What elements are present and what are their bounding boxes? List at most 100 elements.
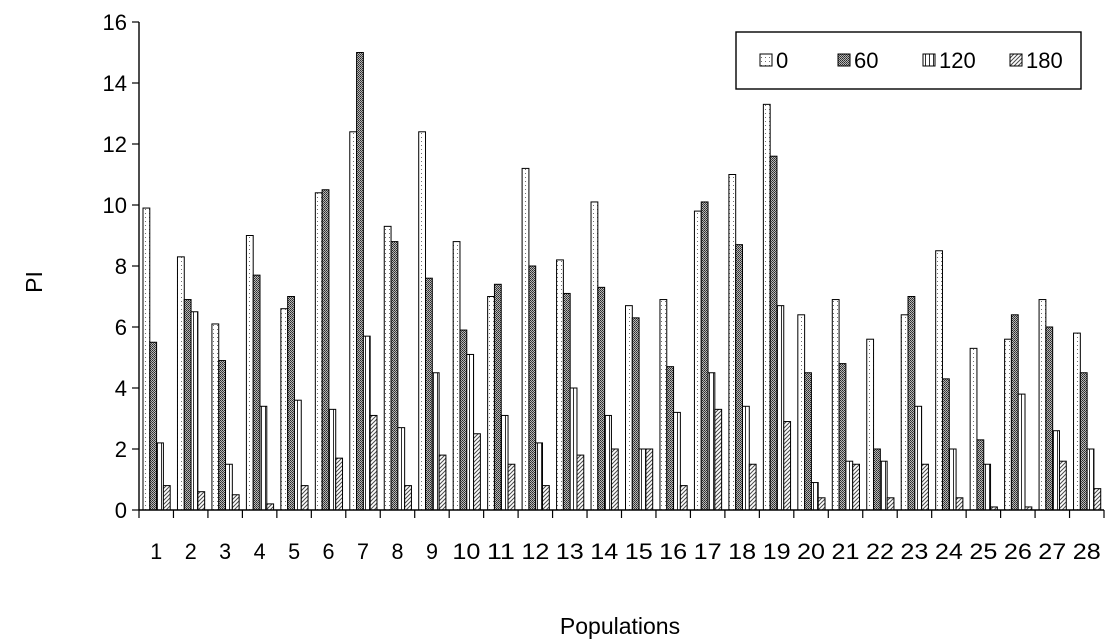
bar-series-0-population-14 (590, 201, 599, 511)
bar-series-60-population-2 (183, 299, 192, 511)
bar-series-0-population-3 (211, 323, 220, 511)
legend-label-60: 60 (854, 48, 878, 73)
bar-series-180-population-4 (266, 503, 275, 511)
bar-series-120-population-2 (190, 311, 199, 511)
x-tick-label: 23 (900, 539, 928, 564)
bar-series-0-population-4 (245, 235, 254, 511)
bar-series-120-population-8 (397, 427, 406, 511)
bar-series-60-population-26 (1010, 314, 1019, 511)
x-tick-label: 15 (625, 539, 653, 564)
y-tick-label: 6 (115, 315, 127, 340)
bar-series-0-population-27 (1038, 299, 1047, 511)
bar-series-60-population-17 (700, 201, 709, 511)
bar-series-60-population-10 (459, 329, 468, 511)
bar-series-120-population-3 (225, 463, 233, 511)
x-tick-label: 18 (728, 539, 756, 564)
x-tick-label: 12 (521, 539, 549, 564)
bar-series-60-population-28 (1079, 372, 1088, 511)
bars (142, 52, 1102, 511)
y-tick-label: 10 (103, 193, 127, 218)
bar-series-120-population-7 (362, 335, 371, 511)
x-tick-label: 14 (590, 539, 618, 564)
x-tick-label: 4 (254, 539, 266, 564)
bar-series-0-population-1 (142, 207, 151, 511)
bar-series-0-population-28 (1073, 332, 1081, 511)
bar-series-60-population-24 (941, 378, 950, 511)
x-tick-label: 3 (219, 539, 231, 564)
bar-series-120-population-4 (259, 405, 268, 511)
bar-series-60-population-11 (493, 283, 502, 511)
legend-label-0: 0 (776, 48, 788, 73)
bar-series-120-population-28 (1086, 448, 1095, 511)
bar-series-180-population-13 (576, 454, 585, 511)
bar-series-180-population-28 (1093, 488, 1102, 511)
x-tick-label: 5 (288, 539, 300, 564)
bar-series-180-population-10 (473, 433, 481, 511)
y-tick-label: 16 (103, 10, 127, 35)
bar-series-60-population-16 (666, 366, 675, 511)
y-tick-label: 2 (115, 437, 127, 462)
bar-series-0-population-10 (452, 241, 461, 511)
bar-series-0-population-7 (349, 131, 358, 511)
bar-series-180-population-7 (369, 414, 378, 511)
bar-series-180-population-8 (404, 485, 412, 511)
bar-series-60-population-21 (838, 363, 847, 511)
x-tick-label: 11 (487, 539, 515, 564)
bar-series-0-population-24 (935, 250, 943, 511)
bar-series-120-population-26 (1017, 393, 1026, 511)
y-tick-label: 4 (115, 376, 127, 401)
bar-series-180-population-6 (335, 457, 344, 511)
bar-series-180-population-19 (783, 421, 792, 511)
bar-series-0-population-15 (625, 305, 633, 511)
bar-series-0-population-6 (314, 192, 323, 511)
bar-series-120-population-9 (431, 372, 440, 511)
x-tick-label: 20 (797, 539, 825, 564)
x-tick-label: 6 (323, 539, 335, 564)
bar-series-180-population-12 (542, 485, 550, 511)
bar-series-0-population-16 (659, 299, 668, 511)
bar-series-0-population-5 (280, 308, 289, 511)
bar-series-180-population-22 (886, 497, 895, 511)
bar-series-180-population-24 (955, 497, 964, 511)
bar-series-180-population-2 (197, 491, 206, 511)
legend-label-180: 180 (1026, 48, 1063, 73)
bar-series-120-population-24 (948, 448, 957, 511)
bar-series-60-population-18 (735, 244, 743, 511)
bar-series-0-population-20 (797, 314, 806, 511)
bar-series-0-population-18 (728, 174, 737, 511)
bar-series-180-population-27 (1058, 460, 1067, 511)
bar-series-60-population-22 (873, 448, 881, 511)
bar-series-120-population-10 (466, 353, 475, 511)
bar-series-0-population-2 (176, 256, 185, 511)
legend-label-120: 120 (939, 48, 976, 73)
bar-series-0-population-25 (969, 347, 978, 511)
bar-series-0-population-11 (487, 296, 495, 511)
x-tick-label: 16 (659, 539, 687, 564)
bar-series-60-population-6 (321, 189, 330, 511)
bar-series-0-population-19 (762, 103, 771, 511)
bar-series-180-population-1 (162, 485, 171, 511)
bar-series-120-population-16 (673, 411, 681, 511)
x-tick-label: 27 (1038, 539, 1066, 564)
bar-series-0-population-9 (418, 131, 427, 511)
bar-series-120-population-11 (500, 414, 509, 511)
bar-series-0-population-8 (383, 225, 392, 511)
bar-series-60-population-15 (631, 317, 640, 511)
bar-series-120-population-14 (604, 414, 612, 511)
bar-series-60-population-23 (907, 296, 916, 511)
bar-series-180-population-20 (817, 497, 826, 511)
x-tick-label: 22 (866, 539, 894, 564)
bar-series-60-population-25 (976, 439, 985, 511)
x-tick-label: 21 (832, 539, 860, 564)
bar-series-0-population-12 (521, 167, 530, 511)
bar-series-120-population-5 (293, 399, 302, 511)
x-tick-label: 9 (426, 539, 438, 564)
bar-series-60-population-3 (218, 360, 227, 511)
bar-series-180-population-5 (300, 485, 309, 511)
y-axis-ticks: 0 2 4 6 8 10 12 14 16 (103, 10, 139, 523)
bar-series-60-population-1 (149, 341, 158, 511)
bar-series-0-population-17 (693, 210, 702, 511)
x-axis-ticks: 1 2 3 4 5 6 7 8 9 10 11 12 13 14 15 16 17 18 19 20 21 22 23 24 2… (138, 510, 1105, 564)
bar-series-120-population-15 (638, 448, 647, 511)
